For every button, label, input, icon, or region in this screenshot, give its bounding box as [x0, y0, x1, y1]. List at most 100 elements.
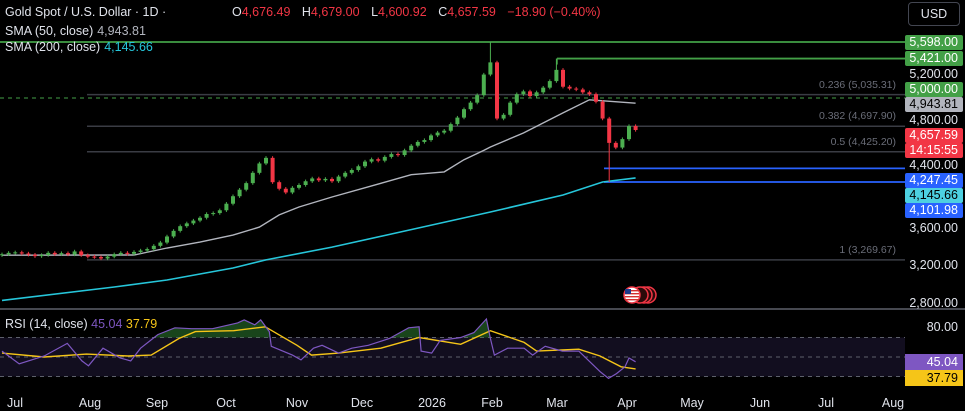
- flag-stripe: [625, 299, 639, 301]
- price-tag: 5,000.00: [905, 82, 963, 97]
- price-axis-label: 5,200.00: [909, 67, 958, 81]
- candle: [514, 94, 519, 103]
- candle: [171, 230, 176, 237]
- candle: [521, 91, 526, 95]
- candle: [627, 126, 631, 140]
- time-axis-label: Sep: [145, 396, 169, 410]
- candle: [580, 89, 585, 93]
- candle: [211, 213, 216, 215]
- candle: [6, 252, 11, 255]
- time-axis-label: Jul: [7, 396, 23, 410]
- time-axis-label: Oct: [216, 396, 236, 410]
- candle: [343, 172, 348, 177]
- candle: [79, 251, 84, 256]
- price-axis-label: 2,800.00: [909, 295, 958, 310]
- low-value: 4,600.92: [378, 5, 427, 19]
- candle: [178, 226, 183, 231]
- fib-label: 0.5 (4,425.20): [830, 135, 896, 148]
- candle: [376, 159, 381, 161]
- rsi-value-tag: 45.04: [905, 353, 963, 370]
- candle: [303, 181, 308, 185]
- rsi-overbought-fill: [2, 319, 636, 338]
- high-value: 4,679.00: [310, 5, 360, 19]
- candle: [145, 249, 150, 251]
- candle: [475, 95, 480, 103]
- candle: [191, 220, 196, 224]
- candle: [574, 88, 579, 90]
- candle: [462, 109, 466, 118]
- candle: [402, 150, 407, 156]
- candle: [85, 255, 90, 257]
- candle: [369, 159, 374, 162]
- candle: [264, 157, 268, 164]
- price-tag: 4,943.81: [905, 97, 963, 112]
- candle: [184, 223, 189, 227]
- candle: [620, 139, 625, 148]
- candle: [66, 253, 70, 255]
- close-value: 4,657.59: [447, 5, 496, 19]
- price-tag: 4,247.45: [905, 173, 963, 188]
- candle: [442, 130, 447, 133]
- time-axis-label: 2026: [418, 396, 446, 410]
- candle: [33, 254, 37, 257]
- candle: [72, 251, 77, 255]
- rsi-legend[interactable]: RSI (14, close) 45.04 37.79: [5, 317, 157, 331]
- sma200-legend[interactable]: SMA (200, close) 4,145.66: [5, 40, 153, 54]
- candle: [165, 236, 169, 243]
- price-tag: 5,421.00: [905, 51, 963, 66]
- rsi-axis-label: 80.00: [926, 319, 958, 334]
- sma200-line: [1, 177, 636, 302]
- candle: [13, 252, 18, 254]
- price-tag: 14:15:55: [905, 143, 963, 158]
- candle: [316, 178, 321, 181]
- price-axis-label: 3,200.00: [909, 258, 958, 273]
- candle: [409, 145, 414, 151]
- time-axis-label: Jul: [818, 396, 834, 410]
- symbol-title[interactable]: Gold Spot / U.S. Dollar · 1D ·: [5, 5, 167, 19]
- fib-label: 1 (3,269.67): [839, 243, 896, 256]
- fib-label: 0.236 (5,035.31): [818, 78, 896, 91]
- rsi-signal-value: 37.79: [125, 317, 158, 331]
- open-value: 4,676.49: [241, 5, 291, 19]
- price-axis-label: 3,600.00: [909, 220, 958, 235]
- flag-stripe: [625, 296, 639, 298]
- currency-button[interactable]: USD: [908, 2, 960, 26]
- sma50-label: SMA (50, close): [5, 24, 94, 38]
- candle: [356, 166, 361, 171]
- time-axis-label: Apr: [617, 396, 637, 410]
- time-axis-label: Feb: [481, 396, 503, 410]
- candle: [528, 91, 532, 97]
- candle: [244, 183, 249, 190]
- candle: [508, 102, 513, 115]
- price-tag: 5,598.00: [905, 35, 963, 50]
- candle: [349, 170, 354, 173]
- time-axis-label: May: [680, 396, 704, 410]
- sma50-line: [1, 99, 636, 256]
- candle: [389, 154, 394, 157]
- candle: [600, 101, 605, 119]
- candle: [39, 255, 44, 257]
- candle: [336, 176, 341, 182]
- candle: [396, 154, 400, 156]
- ohlc-readout: O4,676.49 H4,679.00 L4,600.92 C4,657.59 …: [232, 5, 609, 19]
- candle: [19, 252, 24, 254]
- sma50-legend[interactable]: SMA (50, close) 4,943.81: [5, 24, 146, 38]
- high-label: H: [301, 5, 311, 19]
- candle: [118, 252, 123, 255]
- candle: [613, 142, 618, 148]
- candle: [541, 87, 546, 93]
- candle: [330, 178, 334, 182]
- candle: [277, 182, 282, 189]
- candle: [237, 189, 242, 197]
- candle: [46, 252, 51, 256]
- rsi-line: [1, 317, 636, 380]
- price-axis-label: 4,800.00: [909, 113, 958, 127]
- price-tag: 4,657.59: [905, 128, 963, 143]
- candle: [92, 256, 97, 258]
- candle: [151, 245, 156, 250]
- candle: [158, 242, 163, 246]
- time-axis-label: Jun: [749, 396, 771, 410]
- candle: [495, 62, 499, 119]
- flag-canton: [625, 289, 631, 294]
